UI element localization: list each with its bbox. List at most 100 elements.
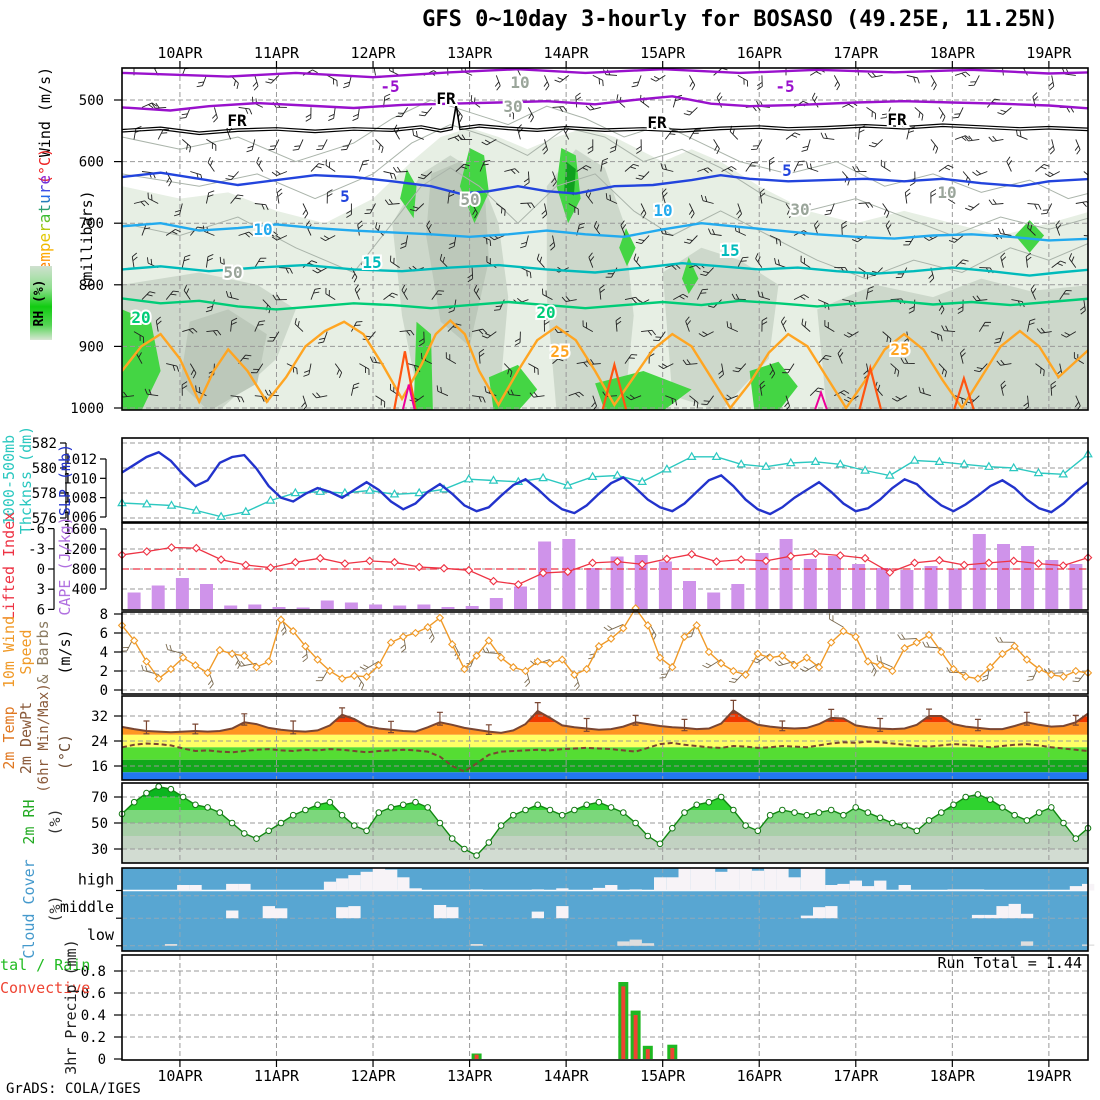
svg-text:16APR: 16APR — [737, 44, 783, 62]
svg-text:10APR: 10APR — [157, 44, 203, 62]
svg-text:15: 15 — [362, 253, 381, 272]
svg-text:10: 10 — [253, 220, 272, 239]
svg-text:FR: FR — [227, 111, 247, 130]
svg-text:1000: 1000 — [70, 401, 104, 417]
svg-text:20: 20 — [536, 303, 555, 322]
svg-text:580: 580 — [32, 461, 57, 477]
svg-text:1012: 1012 — [63, 452, 97, 468]
svg-text:576: 576 — [32, 511, 57, 527]
label-lifted-index: Lifted Index — [0, 512, 18, 620]
svg-text:0.6: 0.6 — [81, 986, 106, 1002]
svg-text:20: 20 — [131, 308, 150, 327]
svg-text:70: 70 — [91, 790, 108, 806]
svg-text:15APR: 15APR — [640, 1067, 686, 1085]
label-thickness-1: 1000-500mb — [0, 435, 18, 525]
label-cape: CAPE (J/kg) — [56, 516, 74, 615]
svg-text:0.4: 0.4 — [81, 1008, 106, 1024]
svg-text:FR: FR — [436, 89, 456, 108]
svg-text:30: 30 — [790, 200, 809, 219]
svg-text:10APR: 10APR — [157, 1067, 203, 1085]
label-millibars: (millibars) — [78, 190, 96, 289]
label-total-rain: Total / Rain — [0, 956, 90, 974]
page-title: GFS 0~10day 3-hourly for BOSASO (49.25E,… — [422, 7, 1058, 32]
label-3hr-precip: 3hr Precip (mm) — [62, 939, 80, 1074]
label-wind-ms: (m/s) — [56, 629, 74, 674]
svg-text:1006: 1006 — [63, 510, 97, 526]
svg-text:50: 50 — [223, 263, 242, 282]
svg-text:0: 0 — [37, 562, 45, 578]
label-cloud-pct: (%) — [46, 895, 64, 922]
svg-text:12APR: 12APR — [350, 44, 396, 62]
label-2m-dewpt: 2m DewPt — [17, 702, 35, 774]
label-2m-rh: 2m RH — [20, 799, 38, 844]
label-minmax: (6hr Min/Max) — [36, 683, 52, 793]
svg-text:19APR: 19APR — [1026, 1067, 1072, 1085]
svg-text:10: 10 — [653, 201, 672, 220]
svg-text:1600: 1600 — [63, 522, 97, 538]
label-wind-units: Wind (m/s) — [36, 67, 54, 157]
footer-credit: GrADS: COLA/IGES — [6, 1081, 141, 1097]
svg-text:600: 600 — [79, 155, 104, 171]
panel-cloud-cover: high middle low — [60, 868, 1095, 951]
svg-text:19APR: 19APR — [1026, 44, 1072, 62]
svg-text:400: 400 — [72, 582, 97, 598]
label-wind-barbs: & Barbs — [34, 620, 52, 683]
panel-cape-li: 1600 1200 800 400 -6 -3 0 3 6 — [28, 522, 1093, 618]
panel1-ticks: 500 600 700 800 900 1000 — [70, 93, 122, 417]
panel-2m-temp: 32 24 16 — [91, 696, 1089, 780]
svg-text:5: 5 — [782, 161, 792, 180]
svg-text:30: 30 — [91, 842, 108, 858]
svg-text:1200: 1200 — [63, 542, 97, 558]
svg-text:2: 2 — [100, 664, 108, 680]
svg-text:900: 900 — [79, 339, 104, 355]
panel-precip: 0.8 0.6 0.4 0.2 0 — [81, 955, 1088, 1068]
svg-text:1008: 1008 — [63, 491, 97, 507]
svg-text:3: 3 — [37, 582, 45, 598]
svg-text:0.8: 0.8 — [81, 964, 106, 980]
label-temp-degc: (°C) — [56, 734, 74, 770]
svg-text:15APR: 15APR — [640, 44, 686, 62]
svg-text:582: 582 — [32, 436, 57, 452]
svg-text:500: 500 — [79, 93, 104, 109]
svg-text:10: 10 — [937, 183, 956, 202]
svg-text:0: 0 — [98, 1052, 106, 1068]
svg-text:0.2: 0.2 — [81, 1030, 106, 1046]
label-rh-legend: RH (%) — [32, 280, 47, 327]
rh-colorbar-legend — [30, 266, 52, 340]
svg-text:17APR: 17APR — [833, 44, 879, 62]
svg-text:18APR: 18APR — [930, 1067, 976, 1085]
label-2m-temp: 2m Temp — [0, 706, 18, 769]
svg-text:700: 700 — [79, 216, 104, 232]
label-slp: SLP (mb) — [56, 444, 74, 516]
svg-text:11APR: 11APR — [254, 1067, 300, 1085]
label-10m-wind: 10m Wind — [0, 616, 18, 688]
svg-text:8: 8 — [100, 607, 108, 623]
svg-text:13APR: 13APR — [447, 1067, 493, 1085]
svg-text:14APR: 14APR — [544, 1067, 590, 1085]
svg-text:32: 32 — [91, 709, 108, 725]
svg-text:578: 578 — [32, 486, 57, 502]
surface-wind-barbs — [121, 613, 1089, 691]
svg-text:middle: middle — [60, 898, 114, 916]
svg-text:0: 0 — [100, 683, 108, 699]
svg-text:14APR: 14APR — [544, 44, 590, 62]
svg-text:16APR: 16APR — [737, 1067, 783, 1085]
label-convective: Convective — [0, 979, 90, 997]
svg-text:800: 800 — [72, 562, 97, 578]
panel-borders — [121, 67, 1089, 1061]
label-cloud-cover: Cloud Cover — [20, 859, 38, 958]
svg-text:low: low — [87, 926, 115, 944]
svg-text:4: 4 — [100, 645, 108, 661]
svg-text:17APR: 17APR — [833, 1067, 879, 1085]
svg-text:6: 6 — [37, 602, 45, 618]
svg-text:50: 50 — [91, 816, 108, 832]
svg-text:FR: FR — [887, 110, 907, 129]
svg-text:high: high — [78, 871, 114, 889]
svg-text:25: 25 — [890, 340, 909, 359]
svg-text:16: 16 — [91, 759, 108, 775]
panel-slp-thickness: 1012 1010 1008 1006 582 580 578 576 — [32, 436, 1093, 527]
svg-text:FR: FR — [647, 113, 667, 132]
svg-text:800: 800 — [79, 278, 104, 294]
svg-text:15: 15 — [720, 241, 739, 260]
